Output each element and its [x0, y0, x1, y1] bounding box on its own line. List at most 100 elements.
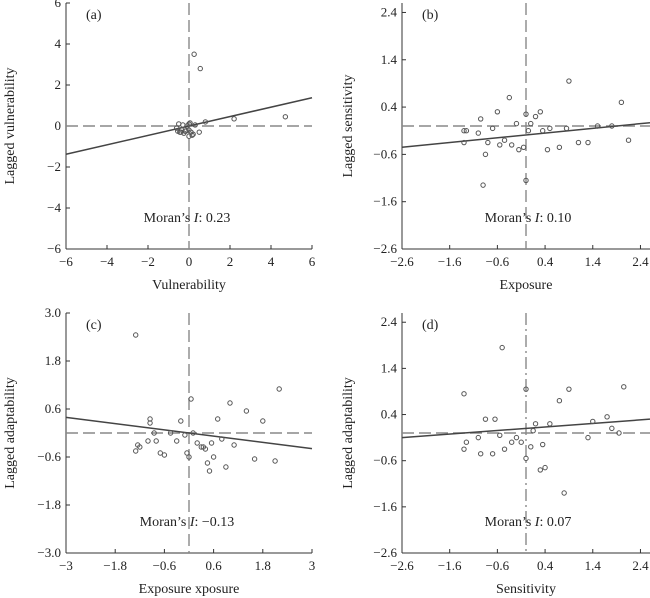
data-point	[153, 438, 159, 444]
y-tick-label: 0.6	[45, 401, 62, 416]
moran-value: : 0.07	[539, 515, 571, 530]
data-point	[182, 128, 188, 134]
data-point	[594, 123, 601, 129]
data-point	[489, 125, 496, 132]
data-point	[585, 139, 591, 146]
moran-value: : 0.10	[539, 211, 571, 226]
data-point	[532, 421, 539, 427]
y-tick-label: −0.6	[373, 146, 397, 161]
data-point	[461, 128, 467, 134]
data-point	[196, 129, 202, 135]
panel-b: −2.6 −1.6 −0.6 0.4 1.4 2.4 −2.6 −1.6 −0.6 0.4 1.4 2…	[341, 3, 650, 293]
data-point	[475, 434, 482, 441]
x-tick-label: −0.6	[486, 254, 510, 269]
data-point	[485, 139, 491, 146]
regression-line	[401, 418, 650, 439]
data-point	[182, 432, 188, 438]
data-point	[585, 434, 591, 441]
moran-value: : −0.13	[195, 515, 235, 530]
data-point	[539, 128, 546, 134]
data-point	[575, 139, 582, 146]
data-point	[198, 444, 205, 450]
data-point	[501, 446, 508, 452]
moran-prefix: Moran’s	[485, 515, 535, 530]
x-tick-label: −2.6	[390, 558, 414, 573]
panel-label: (a)	[86, 8, 102, 23]
data-point	[251, 456, 258, 462]
y-tick-label: 4	[55, 36, 62, 51]
data-point	[513, 120, 520, 127]
data-point	[137, 444, 143, 450]
data-point	[566, 386, 572, 392]
moran-symbol: I	[534, 211, 541, 226]
data-point	[625, 137, 632, 143]
data-point	[174, 438, 180, 444]
y-tick-label: 0	[55, 118, 62, 133]
y-tick-label: −4	[47, 200, 61, 215]
data-point	[186, 454, 192, 460]
x-tick-label: 6	[309, 254, 316, 269]
moran-i-annotation: Moran’s I: 0.07	[485, 515, 572, 530]
data-point	[537, 467, 544, 473]
data-point	[186, 133, 192, 139]
y-tick-label: −0.6	[37, 449, 61, 464]
x-tick-label: −4	[100, 254, 114, 269]
y-tick-label: 3.0	[45, 305, 61, 320]
data-point	[463, 439, 470, 445]
data-point	[184, 450, 190, 456]
data-point	[178, 418, 184, 424]
data-point	[219, 436, 225, 442]
data-point	[145, 438, 151, 444]
y-tick-label: 2.4	[381, 314, 398, 329]
y-tick-label: −2	[47, 159, 61, 174]
data-point	[494, 109, 501, 115]
y-tick-label: −1.8	[37, 497, 61, 512]
data-point	[508, 439, 515, 445]
data-point	[566, 78, 572, 84]
y-tick-label: −2.6	[373, 545, 397, 560]
data-point	[547, 125, 553, 132]
data-point	[501, 137, 508, 143]
x-tick-label: 4	[268, 254, 275, 269]
x-tick-label: −1.6	[438, 558, 462, 573]
data-point	[227, 400, 233, 406]
regression-line	[65, 416, 313, 450]
x-tick-label: −2	[141, 254, 155, 269]
data-point	[497, 142, 503, 148]
data-point	[223, 464, 229, 470]
data-point	[215, 416, 221, 422]
data-point	[174, 125, 180, 131]
x-tick-label: 1.4	[585, 558, 602, 573]
data-point	[492, 416, 498, 422]
data-point	[461, 446, 467, 452]
data-point	[461, 391, 467, 397]
data-point	[208, 440, 215, 446]
x-tick-label: −6	[59, 254, 73, 269]
y-axis-label: Lagged vulnerability	[3, 67, 18, 184]
data-point	[186, 121, 192, 127]
y-tick-label: 1.4	[381, 52, 398, 67]
y-axis-label: Lagged adaptability	[341, 377, 356, 489]
x-tick-label: 1.8	[255, 558, 271, 573]
moran-prefix: Moran’s	[144, 211, 194, 226]
data-point	[204, 460, 211, 466]
panel-label: (c)	[86, 318, 102, 333]
data-point	[202, 119, 209, 125]
x-tick-label: −0.6	[486, 558, 510, 573]
data-point	[616, 430, 622, 436]
x-axis-label: Exposure	[500, 278, 553, 293]
moran-symbol: I	[189, 515, 196, 530]
data-point	[272, 458, 278, 464]
data-point	[618, 99, 625, 106]
data-point	[523, 177, 529, 184]
y-tick-label: 1.4	[381, 360, 398, 375]
y-tick-label: −6	[47, 241, 61, 256]
y-tick-label: −2.6	[373, 241, 397, 256]
data-point	[556, 144, 563, 150]
data-point	[556, 397, 563, 404]
data-point	[194, 440, 200, 446]
panel-a: −6 −4 −2 0 2 4 6 −6 −4 −2 0 2 4 6 (a) Moran’s I: 0.23 Vu…	[3, 0, 316, 293]
x-tick-label: −1.8	[103, 558, 127, 573]
data-point	[276, 386, 282, 392]
data-point	[206, 468, 213, 474]
